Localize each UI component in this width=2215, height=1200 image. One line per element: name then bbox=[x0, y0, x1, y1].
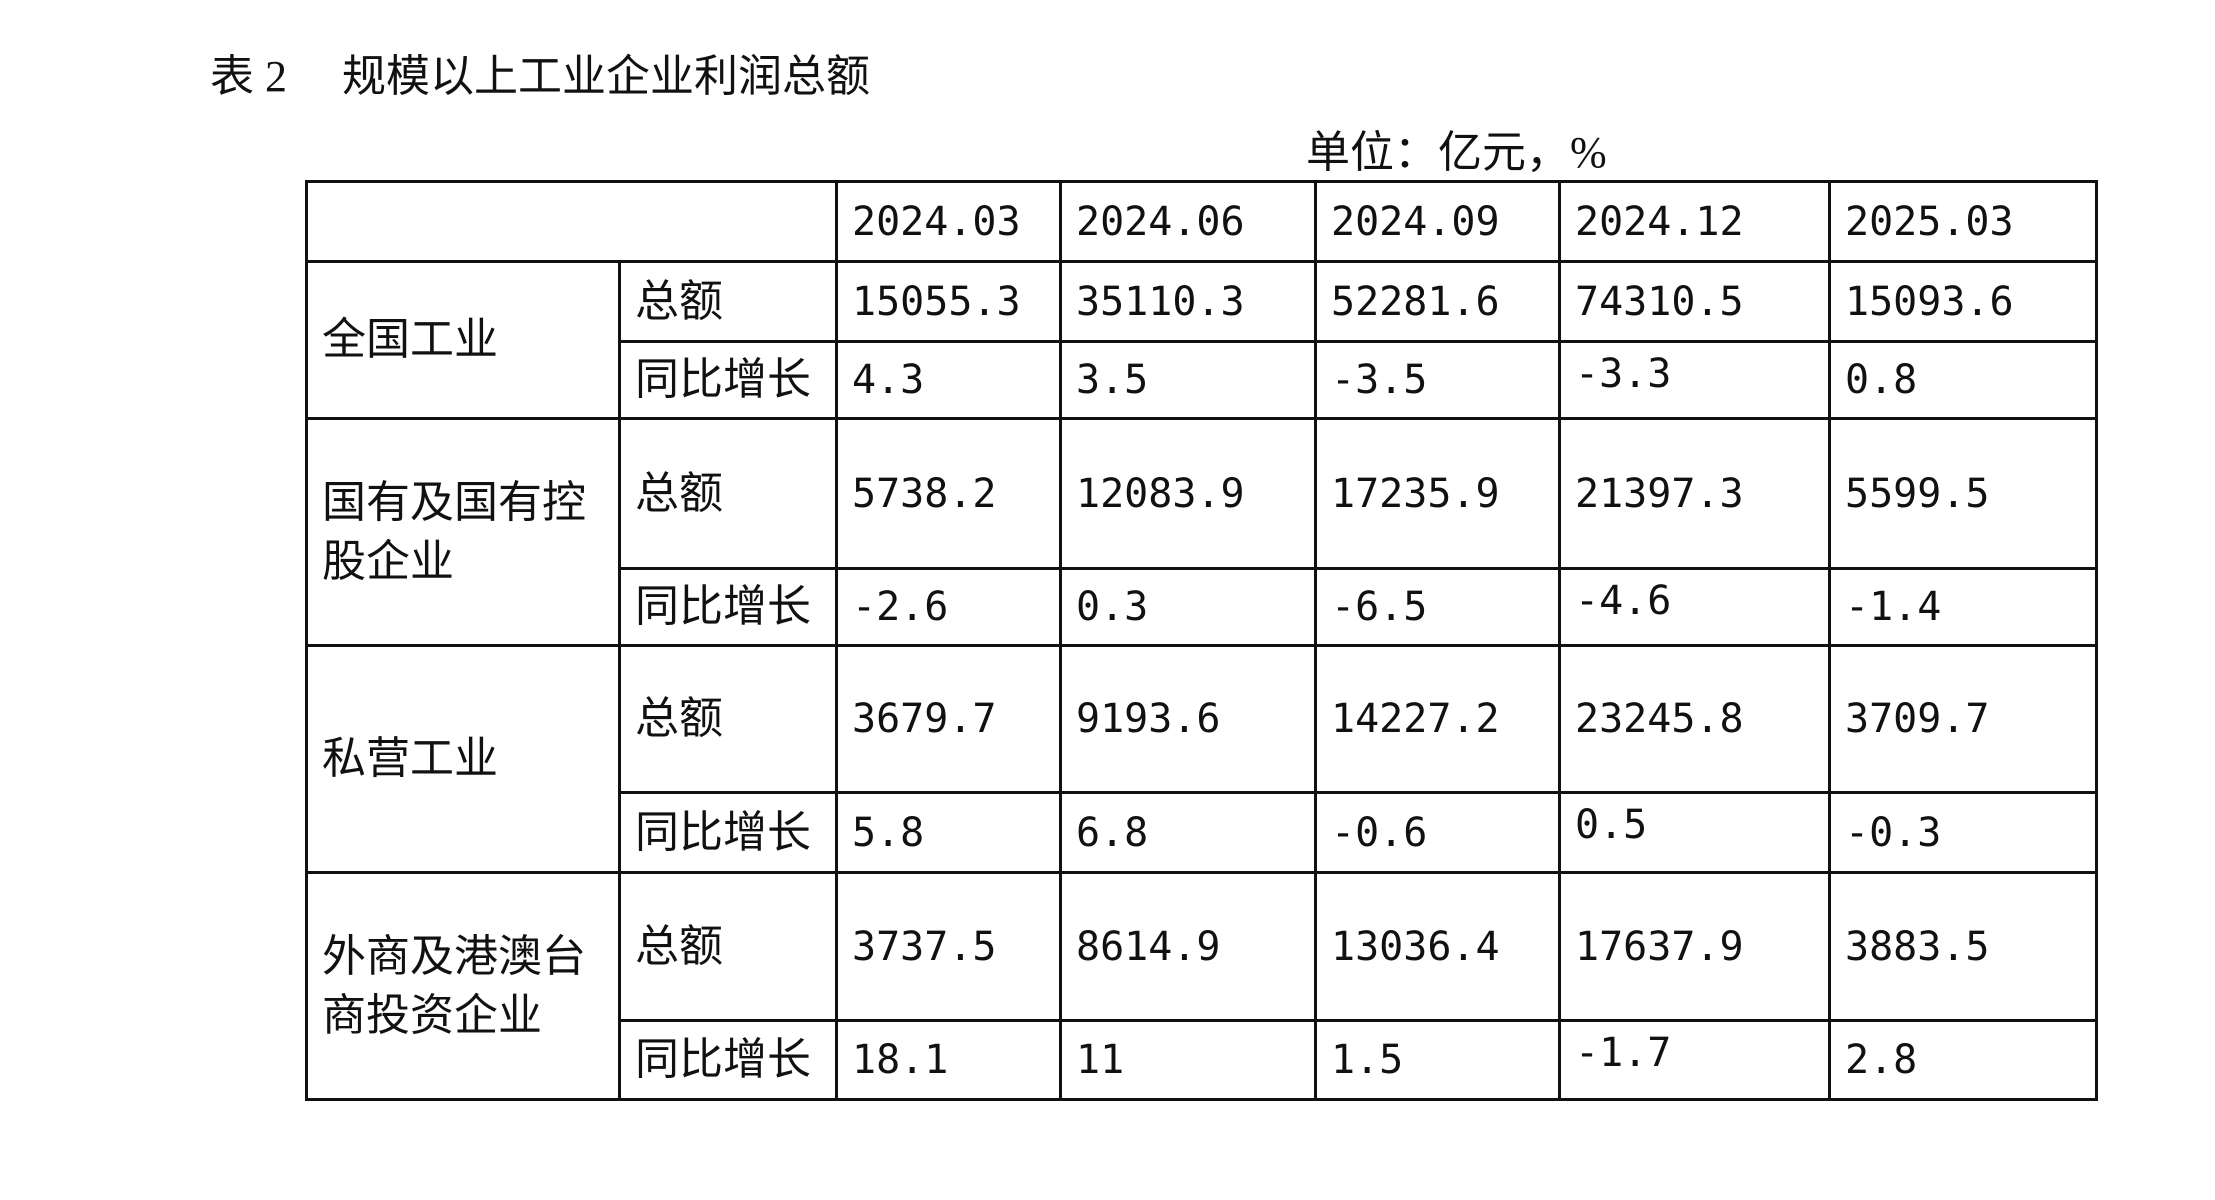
value-cell: -0.3 bbox=[1828, 791, 2098, 874]
value-cell: 23245.8 bbox=[1558, 644, 1831, 794]
value-cell: -2.6 bbox=[835, 567, 1062, 647]
row-label: 总额 bbox=[618, 871, 838, 1022]
value-cell: 5599.5 bbox=[1828, 417, 2098, 570]
value-cell: 6.8 bbox=[1059, 791, 1317, 874]
value-cell: 15055.3 bbox=[835, 260, 1062, 343]
column-header: 2024.12 bbox=[1558, 180, 1831, 263]
value-cell: 3679.7 bbox=[835, 644, 1062, 794]
value-cell: 9193.6 bbox=[1059, 644, 1317, 794]
column-header: 2024.09 bbox=[1314, 180, 1561, 263]
value-cell: -6.5 bbox=[1314, 567, 1561, 647]
value-cell: 52281.6 bbox=[1314, 260, 1561, 343]
value-cell: 0.5 bbox=[1558, 791, 1831, 874]
value-cell: 15093.6 bbox=[1828, 260, 2098, 343]
value-cell: 3709.7 bbox=[1828, 644, 2098, 794]
value-cell: 0.8 bbox=[1828, 340, 2098, 420]
data-row: 私营工业 总额 3679.7 9193.6 14227.2 23245.8 3709.7 bbox=[305, 644, 2098, 874]
corner-cell bbox=[305, 180, 838, 263]
row-label: 总额 bbox=[618, 417, 838, 570]
value-cell: 14227.2 bbox=[1314, 644, 1561, 794]
value-cell: 4.3 bbox=[835, 340, 1062, 420]
unit-note: 单位：亿元，% bbox=[1306, 128, 1607, 177]
value-cell: 3737.5 bbox=[835, 871, 1062, 1022]
value-cell: 0.3 bbox=[1059, 567, 1317, 647]
row-label: 同比增长 bbox=[618, 340, 838, 420]
data-row: 国有及国有控股企业 总额 5738.2 12083.9 17235.9 21397.3 55… bbox=[305, 417, 2098, 647]
value-cell: 17235.9 bbox=[1314, 417, 1561, 570]
row-label: 同比增长 bbox=[618, 567, 838, 647]
value-cell: 3.5 bbox=[1059, 340, 1317, 420]
table-title: 规模以上工业企业利润总额 bbox=[342, 52, 870, 101]
value-cell: -4.6 bbox=[1558, 567, 1831, 647]
row-label: 总额 bbox=[618, 644, 838, 794]
value-cell: 17637.9 bbox=[1558, 871, 1831, 1022]
column-header: 2025.03 bbox=[1828, 180, 2098, 263]
data-row: 同比增长 -2.6 0.3 -6.5 -4.6 -1.4 bbox=[307, 567, 2098, 647]
table-number: 表 2 bbox=[210, 52, 287, 101]
value-cell: 5.8 bbox=[835, 791, 1062, 874]
row-label: 同比增长 bbox=[618, 791, 838, 874]
value-cell: 35110.3 bbox=[1059, 260, 1317, 343]
value-cell: -1.4 bbox=[1828, 567, 2098, 647]
value-cell: 1.5 bbox=[1314, 1019, 1561, 1101]
data-row: 全国工业 总额 15055.3 35110.3 52281.6 74310.5 15093.… bbox=[305, 260, 2098, 420]
value-cell: 3883.5 bbox=[1828, 871, 2098, 1022]
group-name: 国有及国有控股企业 bbox=[305, 417, 621, 647]
group-name: 外商及港澳台商投资企业 bbox=[305, 871, 621, 1101]
profit-table: 2024.03 2024.06 2024.09 2024.12 2025.03 全国工业总… bbox=[305, 180, 2098, 1101]
value-cell: 5738.2 bbox=[835, 417, 1062, 570]
data-row: 同比增长 5.8 6.8 -0.6 0.5 -0.3 bbox=[307, 791, 2098, 874]
value-cell: 13036.4 bbox=[1314, 871, 1561, 1022]
column-header: 2024.06 bbox=[1059, 180, 1317, 263]
header-row: 2024.03 2024.06 2024.09 2024.12 2025.03 bbox=[305, 180, 2098, 263]
value-cell: 12083.9 bbox=[1059, 417, 1317, 570]
value-cell: -3.5 bbox=[1314, 340, 1561, 420]
data-row: 同比增长 4.3 3.5 -3.5 -3.3 0.8 bbox=[307, 340, 2098, 420]
value-cell: -0.6 bbox=[1314, 791, 1561, 874]
value-cell: 18.1 bbox=[835, 1019, 1062, 1101]
value-cell: 2.8 bbox=[1828, 1019, 2098, 1101]
data-row: 同比增长 18.1 11 1.5 -1.7 2.8 bbox=[307, 1019, 2098, 1101]
group-name: 全国工业 bbox=[305, 260, 621, 420]
value-cell: -1.7 bbox=[1558, 1019, 1831, 1101]
value-cell: -3.3 bbox=[1558, 340, 1831, 420]
row-label: 总额 bbox=[618, 260, 838, 343]
data-row: 外商及港澳台商投资企业 总额 3737.5 8614.9 13036.4 17637.9 3… bbox=[305, 871, 2098, 1101]
value-cell: 74310.5 bbox=[1558, 260, 1831, 343]
value-cell: 11 bbox=[1059, 1019, 1317, 1101]
group-name: 私营工业 bbox=[305, 644, 621, 874]
value-cell: 8614.9 bbox=[1059, 871, 1317, 1022]
value-cell: 21397.3 bbox=[1558, 417, 1831, 570]
table-body: 2024.03 2024.06 2024.09 2024.12 2025.03 全国工业总… bbox=[305, 180, 2098, 1101]
column-header: 2024.03 bbox=[835, 180, 1062, 263]
row-label: 同比增长 bbox=[618, 1019, 838, 1101]
